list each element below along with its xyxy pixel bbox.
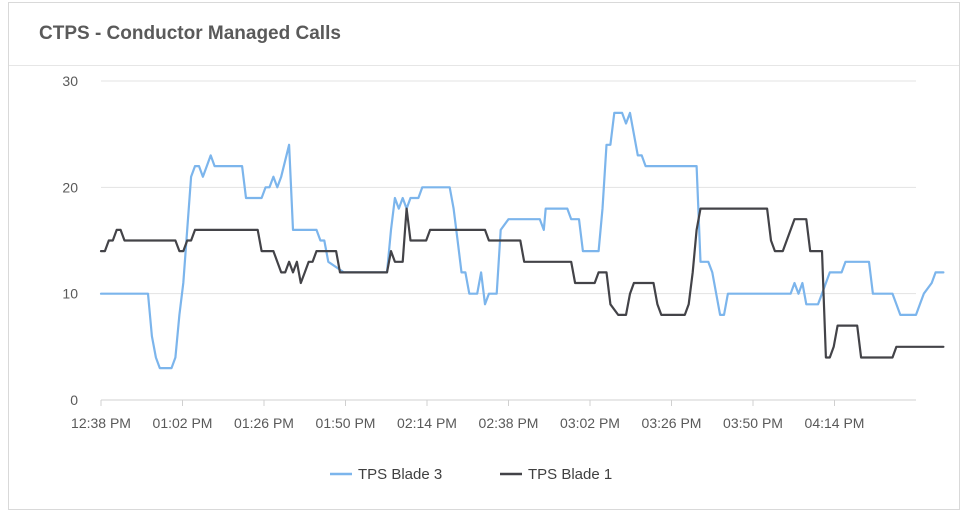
x-tick-label: 01:02 PM bbox=[153, 415, 213, 431]
series-lines bbox=[99, 111, 945, 370]
legend-label: TPS Blade 3 bbox=[358, 466, 442, 483]
panel-header: CTPS - Conductor Managed Calls bbox=[9, 3, 959, 66]
x-tick-label: 04:14 PM bbox=[805, 415, 865, 431]
y-tick-label: 30 bbox=[62, 73, 78, 89]
x-tick-label: 01:50 PM bbox=[316, 415, 376, 431]
x-tick-label: 02:14 PM bbox=[397, 415, 457, 431]
x-tick-label: 12:38 PM bbox=[71, 415, 131, 431]
series-line-tps-blade-3 bbox=[99, 111, 945, 370]
y-axis-ticks: 0 10 20 30 bbox=[62, 73, 78, 408]
series-line-tps-blade-1 bbox=[99, 207, 945, 359]
y-tick-label: 20 bbox=[62, 179, 78, 195]
x-axis-ticks: 12:38 PM 01:02 PM 01:26 PM 01:50 PM 02:14 PM… bbox=[71, 400, 864, 431]
legend-label: TPS Blade 1 bbox=[528, 466, 612, 483]
x-tick-label: 03:50 PM bbox=[723, 415, 783, 431]
x-tick-label: 02:38 PM bbox=[479, 415, 539, 431]
chart-panel: CTPS - Conductor Managed Calls bbox=[8, 2, 960, 510]
x-tick-label: 03:26 PM bbox=[642, 415, 702, 431]
y-tick-label: 10 bbox=[62, 286, 78, 302]
legend: TPS Blade 3 TPS Blade 1 bbox=[330, 466, 612, 483]
y-tick-label: 0 bbox=[70, 392, 78, 408]
x-tick-label: 01:26 PM bbox=[234, 415, 294, 431]
chart-title: CTPS - Conductor Managed Calls bbox=[39, 23, 341, 44]
x-tick-label: 03:02 PM bbox=[560, 415, 620, 431]
